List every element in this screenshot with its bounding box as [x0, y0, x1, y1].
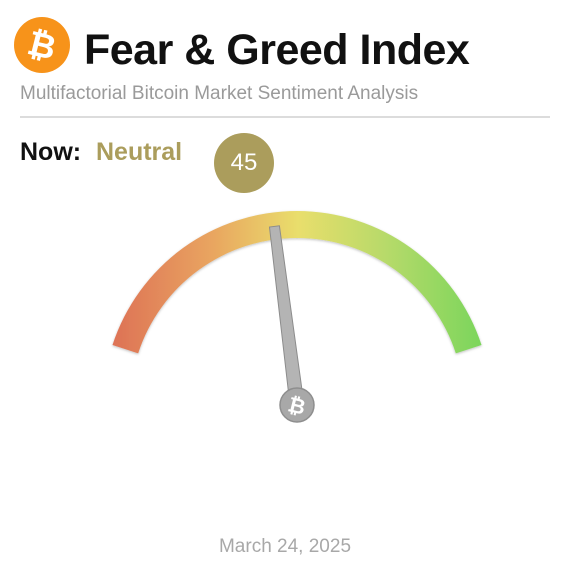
svg-text:₿: ₿ [286, 393, 308, 419]
header-divider [20, 116, 550, 118]
page-title: Fear & Greed Index [84, 26, 470, 74]
needle-hub-icon: ₿ [279, 387, 315, 423]
gauge-arc [112, 211, 482, 354]
page-subtitle: Multifactorial Bitcoin Market Sentiment … [20, 83, 419, 104]
gauge-needle [268, 225, 305, 407]
bitcoin-logo-icon: ₿ [14, 17, 70, 73]
sentiment-label: Neutral [96, 138, 183, 166]
now-label: Now: [20, 138, 82, 166]
date-label: March 24, 2025 [218, 536, 352, 557]
score-badge: 45 [214, 133, 274, 193]
